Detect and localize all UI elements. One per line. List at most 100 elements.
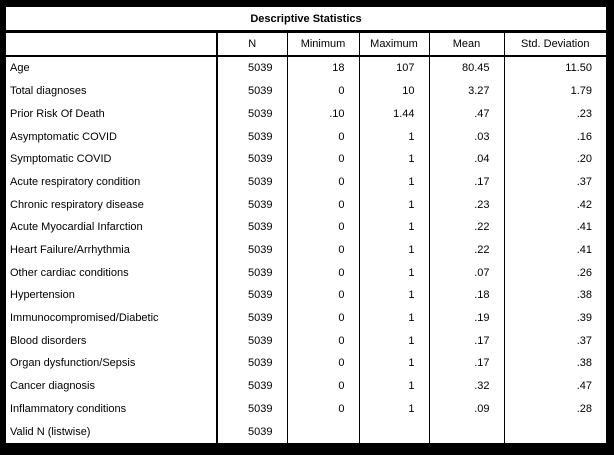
cell-mean: .03 bbox=[428, 125, 504, 149]
cell-n: 5039 bbox=[216, 102, 287, 126]
row-label: Age bbox=[6, 55, 218, 81]
cell-std: .38 bbox=[503, 284, 606, 307]
cell-n: 5039 bbox=[216, 261, 287, 285]
cell-minimum: 0 bbox=[286, 352, 359, 375]
row-label: Immunocompromised/Diabetic bbox=[6, 306, 218, 330]
column-header-variable bbox=[6, 31, 218, 57]
cell-minimum: .10 bbox=[286, 102, 359, 126]
row-label: Prior Risk Of Death bbox=[6, 102, 218, 126]
table-row: Cancer diagnosis 5039 0 1 .32 .47 bbox=[6, 374, 606, 398]
cell-mean: .22 bbox=[428, 216, 504, 239]
cell-n: 5039 bbox=[216, 397, 287, 421]
cell-minimum: 18 bbox=[286, 55, 359, 81]
cell-mean: .23 bbox=[428, 193, 504, 217]
cell-minimum: 0 bbox=[286, 397, 359, 421]
title-row: Descriptive Statistics bbox=[6, 7, 606, 33]
cell-mean: .17 bbox=[428, 170, 504, 194]
cell-maximum: 1 bbox=[358, 125, 429, 149]
cell-mean: 80.45 bbox=[428, 55, 504, 81]
cell-minimum: 0 bbox=[286, 238, 359, 262]
table-row: Age 5039 18 107 80.45 11.50 bbox=[6, 55, 606, 81]
table-row: Organ dysfunction/Sepsis 5039 0 1 .17 .3… bbox=[6, 352, 606, 375]
table-row: Total diagnoses 5039 0 10 3.27 1.79 bbox=[6, 80, 606, 103]
cell-n: 5039 bbox=[216, 170, 287, 194]
cell-minimum: 0 bbox=[286, 329, 359, 353]
cell-std bbox=[503, 420, 606, 443]
table-row: Other cardiac conditions 5039 0 1 .07 .2… bbox=[6, 261, 606, 285]
cell-mean: .09 bbox=[428, 397, 504, 421]
row-label: Heart Failure/Arrhythmia bbox=[6, 238, 218, 262]
row-label: Organ dysfunction/Sepsis bbox=[6, 352, 218, 375]
cell-maximum: 1 bbox=[358, 397, 429, 421]
row-label: Cancer diagnosis bbox=[6, 374, 218, 398]
cell-maximum bbox=[358, 420, 429, 443]
row-label: Asymptomatic COVID bbox=[6, 125, 218, 149]
cell-std: .38 bbox=[503, 352, 606, 375]
table-row: Valid N (listwise) 5039 bbox=[6, 420, 606, 443]
cell-minimum: 0 bbox=[286, 170, 359, 194]
cell-maximum: 1 bbox=[358, 216, 429, 239]
cell-mean: .18 bbox=[428, 284, 504, 307]
table-row: Blood disorders 5039 0 1 .17 .37 bbox=[6, 329, 606, 353]
row-label: Chronic respiratory disease bbox=[6, 193, 218, 217]
table-title: Descriptive Statistics bbox=[6, 7, 606, 33]
cell-maximum: 1 bbox=[358, 284, 429, 307]
cell-minimum: 0 bbox=[286, 374, 359, 398]
cell-maximum: 1 bbox=[358, 193, 429, 217]
row-label: Acute Myocardial Infarction bbox=[6, 216, 218, 239]
cell-n: 5039 bbox=[216, 284, 287, 307]
descriptive-statistics-table: Descriptive Statistics N Minimum Maximum… bbox=[6, 7, 606, 443]
cell-minimum: 0 bbox=[286, 306, 359, 330]
table-row: Hypertension 5039 0 1 .18 .38 bbox=[6, 284, 606, 307]
table-row: Acute respiratory condition 5039 0 1 .17… bbox=[6, 170, 606, 194]
cell-n: 5039 bbox=[216, 216, 287, 239]
cell-maximum: 1 bbox=[358, 352, 429, 375]
cell-std: .42 bbox=[503, 193, 606, 217]
cell-minimum: 0 bbox=[286, 261, 359, 285]
cell-std: .41 bbox=[503, 238, 606, 262]
cell-std: .37 bbox=[503, 170, 606, 194]
cell-std: .28 bbox=[503, 397, 606, 421]
cell-n: 5039 bbox=[216, 125, 287, 149]
cell-n: 5039 bbox=[216, 193, 287, 217]
cell-std: .16 bbox=[503, 125, 606, 149]
cell-mean: .47 bbox=[428, 102, 504, 126]
cell-std: .37 bbox=[503, 329, 606, 353]
table-row: Symptomatic COVID 5039 0 1 .04 .20 bbox=[6, 148, 606, 171]
cell-n: 5039 bbox=[216, 329, 287, 353]
cell-minimum: 0 bbox=[286, 148, 359, 171]
row-label: Hypertension bbox=[6, 284, 218, 307]
row-label: Other cardiac conditions bbox=[6, 261, 218, 285]
cell-minimum: 0 bbox=[286, 80, 359, 103]
column-header-maximum: Maximum bbox=[358, 31, 429, 57]
cell-maximum: 1 bbox=[358, 170, 429, 194]
cell-mean: 3.27 bbox=[428, 80, 504, 103]
table-row: Immunocompromised/Diabetic 5039 0 1 .19 … bbox=[6, 306, 606, 330]
row-label: Valid N (listwise) bbox=[6, 420, 218, 443]
column-header-n: N bbox=[216, 31, 287, 57]
cell-n: 5039 bbox=[216, 374, 287, 398]
table-row: Asymptomatic COVID 5039 0 1 .03 .16 bbox=[6, 125, 606, 149]
cell-n: 5039 bbox=[216, 420, 287, 443]
table-row: Inflammatory conditions 5039 0 1 .09 .28 bbox=[6, 397, 606, 421]
cell-maximum: 1 bbox=[358, 374, 429, 398]
cell-maximum: 107 bbox=[358, 55, 429, 81]
cell-maximum: 1.44 bbox=[358, 102, 429, 126]
table-body: Age 5039 18 107 80.45 11.50 Total diagno… bbox=[6, 55, 606, 443]
cell-mean: .17 bbox=[428, 329, 504, 353]
cell-maximum: 1 bbox=[358, 148, 429, 171]
cell-minimum: 0 bbox=[286, 216, 359, 239]
header-row: N Minimum Maximum Mean Std. Deviation bbox=[6, 31, 606, 57]
cell-std: .20 bbox=[503, 148, 606, 171]
cell-maximum: 10 bbox=[358, 80, 429, 103]
row-label: Blood disorders bbox=[6, 329, 218, 353]
cell-n: 5039 bbox=[216, 148, 287, 171]
column-header-std-deviation: Std. Deviation bbox=[503, 31, 606, 57]
cell-std: 1.79 bbox=[503, 80, 606, 103]
column-header-mean: Mean bbox=[428, 31, 504, 57]
cell-std: 11.50 bbox=[503, 55, 606, 81]
cell-mean: .19 bbox=[428, 306, 504, 330]
cell-mean: .04 bbox=[428, 148, 504, 171]
cell-mean: .17 bbox=[428, 352, 504, 375]
